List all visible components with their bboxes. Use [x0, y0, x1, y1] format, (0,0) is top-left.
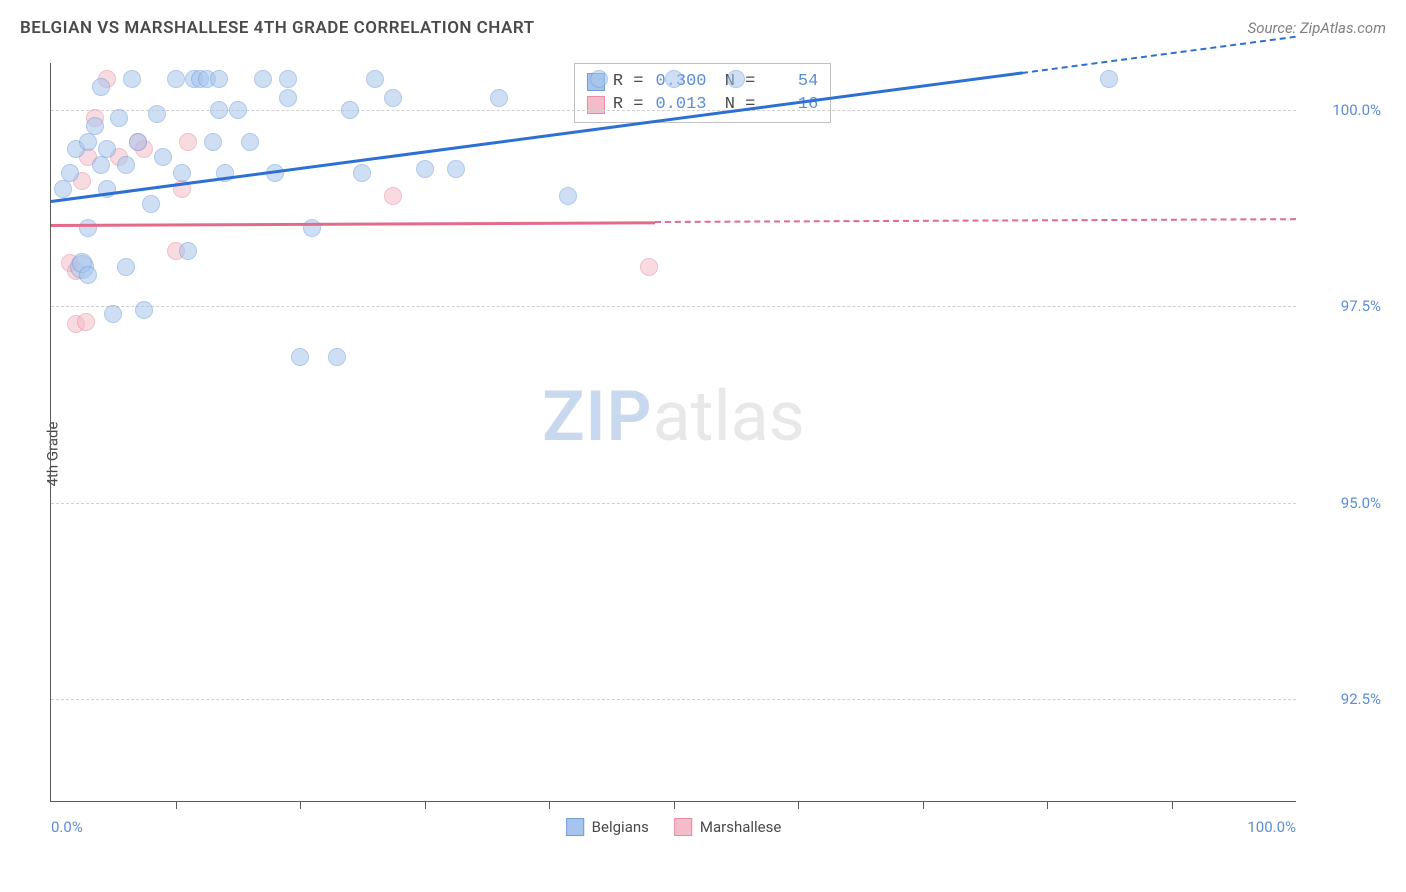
data-point-belgians [229, 101, 247, 119]
y-tick-label: 97.5% [1301, 297, 1381, 315]
stats-r-marshallese: 0.013 [652, 95, 707, 114]
data-point-belgians [135, 301, 153, 319]
data-point-marshallese [384, 187, 402, 205]
data-point-belgians [179, 242, 197, 260]
data-point-belgians [54, 180, 72, 198]
data-point-belgians [142, 195, 160, 213]
trend-line-marshallese-dashed [655, 218, 1296, 223]
x-tick-mark [798, 801, 799, 809]
legend-item-marshallese: Marshallese [674, 818, 781, 836]
data-point-belgians [303, 219, 321, 237]
data-point-belgians [279, 70, 297, 88]
chart-header: BELGIAN VS MARSHALLESE 4TH GRADE CORRELA… [20, 18, 1386, 38]
gridline-h [51, 699, 1296, 700]
legend-swatch-belgians [566, 818, 584, 836]
data-point-belgians [254, 70, 272, 88]
source-label: Source: ZipAtlas.com [1248, 19, 1386, 37]
data-point-belgians [279, 89, 297, 107]
data-point-belgians [291, 348, 309, 366]
chart-title: BELGIAN VS MARSHALLESE 4TH GRADE CORRELA… [20, 18, 535, 38]
trend-line-marshallese [51, 221, 655, 226]
data-point-belgians [129, 133, 147, 151]
data-point-belgians [117, 156, 135, 174]
data-point-belgians [490, 89, 508, 107]
gridline-h [51, 503, 1296, 504]
data-point-belgians [104, 305, 122, 323]
data-point-belgians [559, 187, 577, 205]
data-point-belgians [167, 70, 185, 88]
data-point-belgians [384, 89, 402, 107]
x-tick-mark [923, 801, 924, 809]
data-point-belgians [341, 101, 359, 119]
x-tick-mark [300, 801, 301, 809]
x-axis-max-label: 100.0% [1247, 818, 1296, 836]
data-point-belgians [1100, 70, 1118, 88]
data-point-belgians [665, 70, 683, 88]
data-point-belgians [61, 164, 79, 182]
legend-label-belgians: Belgians [592, 818, 649, 836]
x-tick-mark [549, 801, 550, 809]
data-point-belgians [353, 164, 371, 182]
data-point-belgians [447, 160, 465, 178]
legend: Belgians Marshallese [566, 818, 782, 836]
data-point-belgians [79, 133, 97, 151]
data-point-belgians [366, 70, 384, 88]
y-tick-label: 95.0% [1301, 494, 1381, 512]
data-point-marshallese [179, 133, 197, 151]
stats-row-belgians: R = 0.300 N = 54 [587, 70, 818, 93]
data-point-belgians [210, 70, 228, 88]
data-point-belgians [98, 140, 116, 158]
data-point-belgians [92, 78, 110, 96]
watermark-zip: ZIP [542, 376, 652, 458]
plot-area: ZIPatlas R = 0.300 N = 54 R = 0.013 N = … [50, 63, 1296, 802]
y-tick-label: 92.5% [1301, 690, 1381, 708]
data-point-belgians [173, 164, 191, 182]
data-point-belgians [204, 133, 222, 151]
watermark: ZIPatlas [542, 376, 805, 458]
stats-r-label: R = [613, 72, 644, 91]
legend-label-marshallese: Marshallese [700, 818, 781, 836]
data-point-belgians [92, 156, 110, 174]
stats-r-label: R = [613, 95, 644, 114]
data-point-belgians [123, 70, 141, 88]
chart-container: 4th Grade ZIPatlas R = 0.300 N = 54 R = … [50, 55, 1386, 852]
y-tick-label: 100.0% [1301, 101, 1381, 119]
watermark-atlas: atlas [653, 376, 805, 458]
data-point-belgians [241, 133, 259, 151]
data-point-belgians [79, 266, 97, 284]
data-point-belgians [110, 109, 128, 127]
trend-line-belgians-dashed [1022, 36, 1296, 74]
data-point-belgians [328, 348, 346, 366]
data-point-marshallese [77, 313, 95, 331]
trend-line-belgians [51, 72, 1022, 203]
data-point-belgians [727, 70, 745, 88]
data-point-belgians [117, 258, 135, 276]
x-tick-mark [674, 801, 675, 809]
data-point-belgians [590, 70, 608, 88]
x-tick-mark [1047, 801, 1048, 809]
data-point-belgians [416, 160, 434, 178]
legend-swatch-marshallese [674, 818, 692, 836]
x-tick-mark [176, 801, 177, 809]
x-axis-min-label: 0.0% [51, 818, 83, 836]
gridline-h [51, 306, 1296, 307]
stats-n-belgians: 54 [763, 72, 818, 91]
data-point-belgians [148, 105, 166, 123]
legend-item-belgians: Belgians [566, 818, 649, 836]
x-tick-mark [425, 801, 426, 809]
data-point-belgians [79, 219, 97, 237]
x-tick-mark [1172, 801, 1173, 809]
data-point-belgians [86, 117, 104, 135]
data-point-marshallese [640, 258, 658, 276]
data-point-belgians [210, 101, 228, 119]
data-point-belgians [154, 148, 172, 166]
